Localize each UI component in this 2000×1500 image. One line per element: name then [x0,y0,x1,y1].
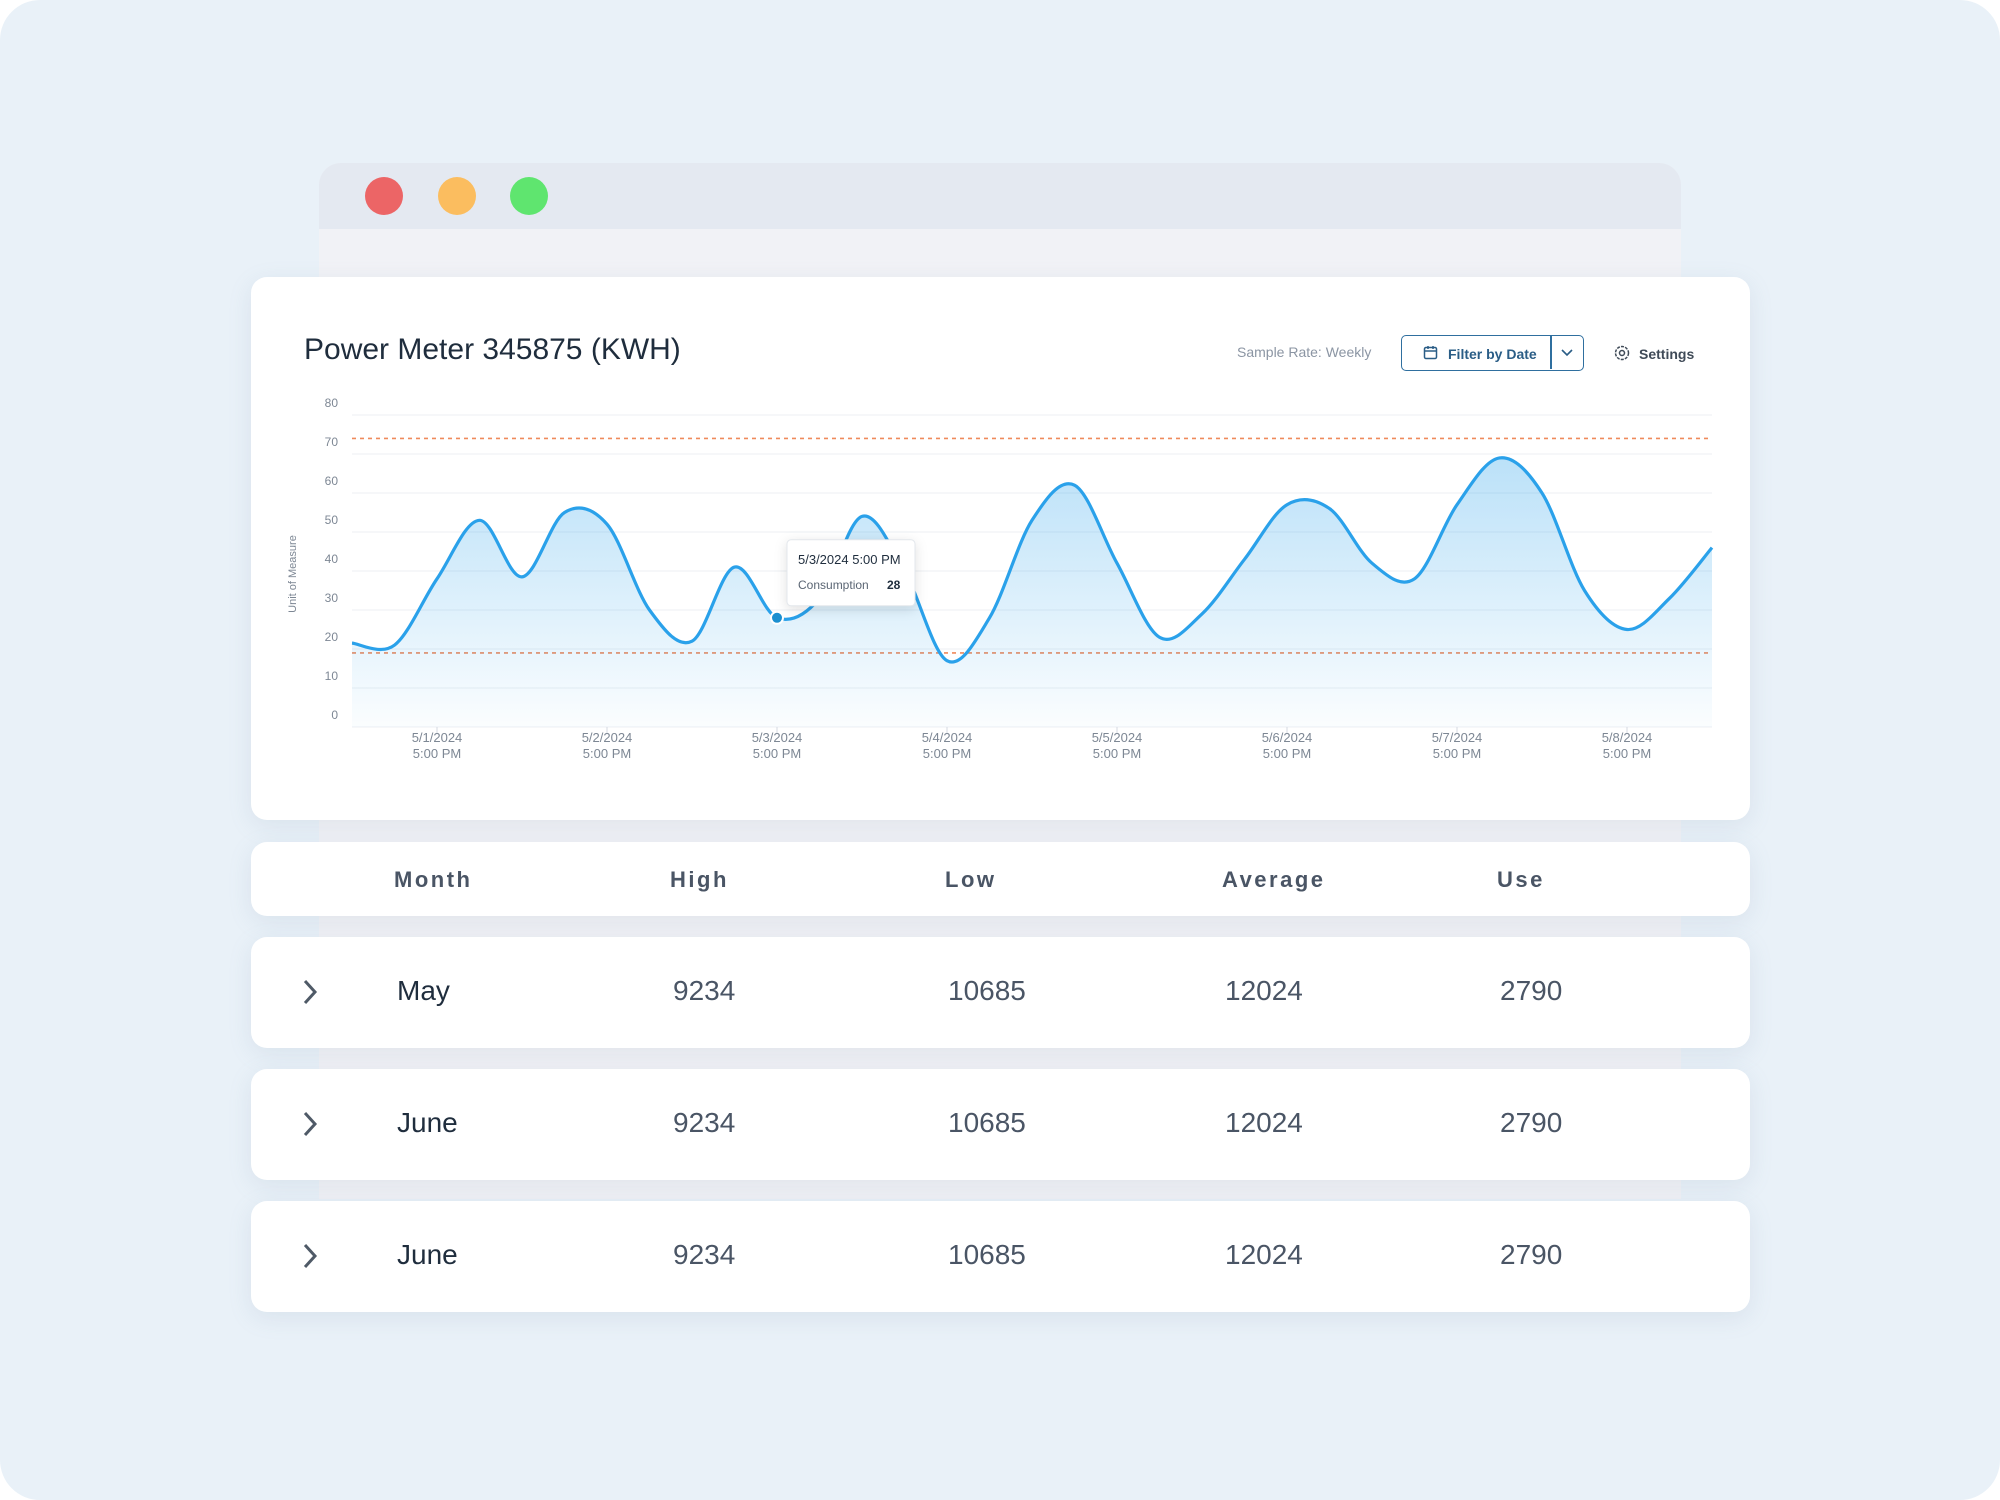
x-tick-label: 5/8/2024 5:00 PM [1602,730,1653,761]
chevron-shape [303,1243,318,1269]
table-cell: 12024 [1225,1239,1303,1270]
y-tick-label: 0 [331,708,338,722]
filter-label: Filter by Date [1448,346,1537,362]
table-cell: 10685 [948,975,1026,1006]
tooltip-value: 28 [887,578,901,592]
y-tick-label: 10 [325,669,339,683]
chevron-shape [303,979,318,1005]
chevron-shape [303,1111,318,1137]
table-cell: 9234 [673,975,736,1006]
table-row[interactable]: June 9234 10685 12024 2790 [251,1069,1750,1180]
table-cell: 12024 [1225,1107,1303,1138]
settings-label: Settings [1639,346,1695,362]
table-cell: 10685 [948,1107,1026,1138]
table-cell: 2790 [1500,1107,1563,1138]
table-row[interactable]: June 9234 10685 12024 2790 [251,1201,1750,1312]
y-tick-label: 80 [325,396,339,410]
chart-card: Power Meter 345875 (KWH) Sample Rate: We… [251,277,1750,820]
table-cell: May [397,975,450,1006]
column-header: Low [945,867,997,892]
gear-icon [1614,345,1630,361]
line [351,456,1714,664]
table-header: Month High Low Average Use [251,842,1750,916]
table-cell: June [397,1239,458,1270]
tooltip-label: Consumption [798,578,869,592]
expand-chevron[interactable] [299,1241,321,1271]
area [352,457,1712,727]
table-cell: 2790 [1500,1239,1563,1270]
table-cell: June [397,1107,458,1138]
x-tick-label: 5/1/2024 5:00 PM [412,730,463,761]
x-tick-label: 5/4/2024 5:00 PM [922,730,973,761]
table-cell: 9234 [673,1239,736,1270]
table-cell: 2790 [1500,975,1563,1006]
expand-chevron[interactable] [299,977,321,1007]
close-dot[interactable] [365,177,403,215]
chart-title: Power Meter 345875 (KWH) [304,333,681,366]
table-cell: 10685 [948,1239,1026,1270]
maximize-dot[interactable] [510,177,548,215]
table-cell: 12024 [1225,975,1303,1006]
column-header: High [670,867,729,892]
sample-rate: Sample Rate: Weekly [1237,344,1372,360]
x-tick-label: 5/3/2024 5:00 PM [752,730,803,761]
column-header: Use [1497,867,1545,892]
minimize-dot[interactable] [438,177,476,215]
tooltip-point [770,610,784,625]
y-tick-label: 40 [325,552,339,566]
y-tick-label: 70 [325,435,339,449]
y-tick-label: 30 [325,591,339,605]
chart: Unit of Measure 0 10 20 30 40 50 60 70 80 5/1/202… [287,396,1714,761]
filter-button[interactable]: Filter by Date [1401,335,1584,371]
column-header: Month [394,867,473,892]
x-tick-label: 5/7/2024 5:00 PM [1432,730,1483,761]
y-tick-label: 20 [325,630,339,644]
table-cell: 9234 [673,1107,736,1138]
title-bar [319,163,1681,229]
dropdown-chevron[interactable] [1560,347,1574,359]
divider [1550,336,1552,369]
x-tick-label: 5/2/2024 5:00 PM [582,730,633,761]
expand-chevron[interactable] [299,1109,321,1139]
column-header: Average [1222,867,1326,892]
x-tick-label: 5/6/2024 5:00 PM [1262,730,1313,761]
table-row[interactable]: May 9234 10685 12024 2790 [251,937,1750,1048]
tooltip-title: 5/3/2024 5:00 PM [798,552,901,567]
tooltip-box [786,539,916,607]
y-axis-label: Unit of Measure [287,535,299,613]
y-tick-label: 50 [325,513,339,527]
x-tick-label: 5/5/2024 5:00 PM [1092,730,1143,761]
y-tick-label: 60 [325,474,339,488]
calendar-icon [1423,346,1438,360]
